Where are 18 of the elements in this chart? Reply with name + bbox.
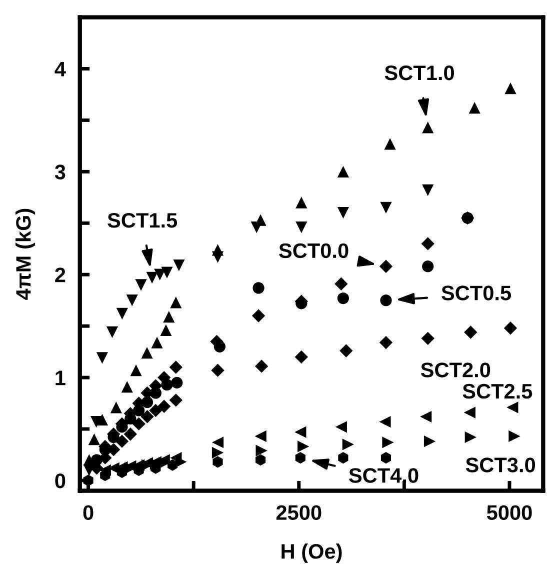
y-tick-label: 0 — [55, 473, 66, 488]
y-tick-label: 4 — [54, 62, 66, 76]
x-tick-label: 2500 — [276, 505, 322, 520]
annotation: SCT0.0 — [279, 243, 348, 258]
annotation: SCT1.5 — [108, 212, 178, 228]
annotation: SCT0.5 — [442, 286, 511, 300]
x-tick-label: 0 — [83, 505, 94, 520]
annotation: SCT1.0 — [384, 65, 454, 80]
x-axis-title: H (Oe) — [282, 544, 342, 563]
annotation: SCT4.0 — [349, 468, 418, 483]
y-tick-label: 1 — [56, 370, 66, 386]
y-axis-title: 4πM (kG) — [16, 208, 35, 300]
x-tick-label: 5000 — [486, 505, 532, 520]
y-tick-label: 3 — [54, 164, 66, 180]
annotation: SCT2.5 — [462, 384, 532, 399]
annotation: SCT2.0 — [420, 362, 490, 378]
y-tick-label: 2 — [55, 268, 66, 282]
annotation: SCT3.0 — [466, 458, 536, 472]
